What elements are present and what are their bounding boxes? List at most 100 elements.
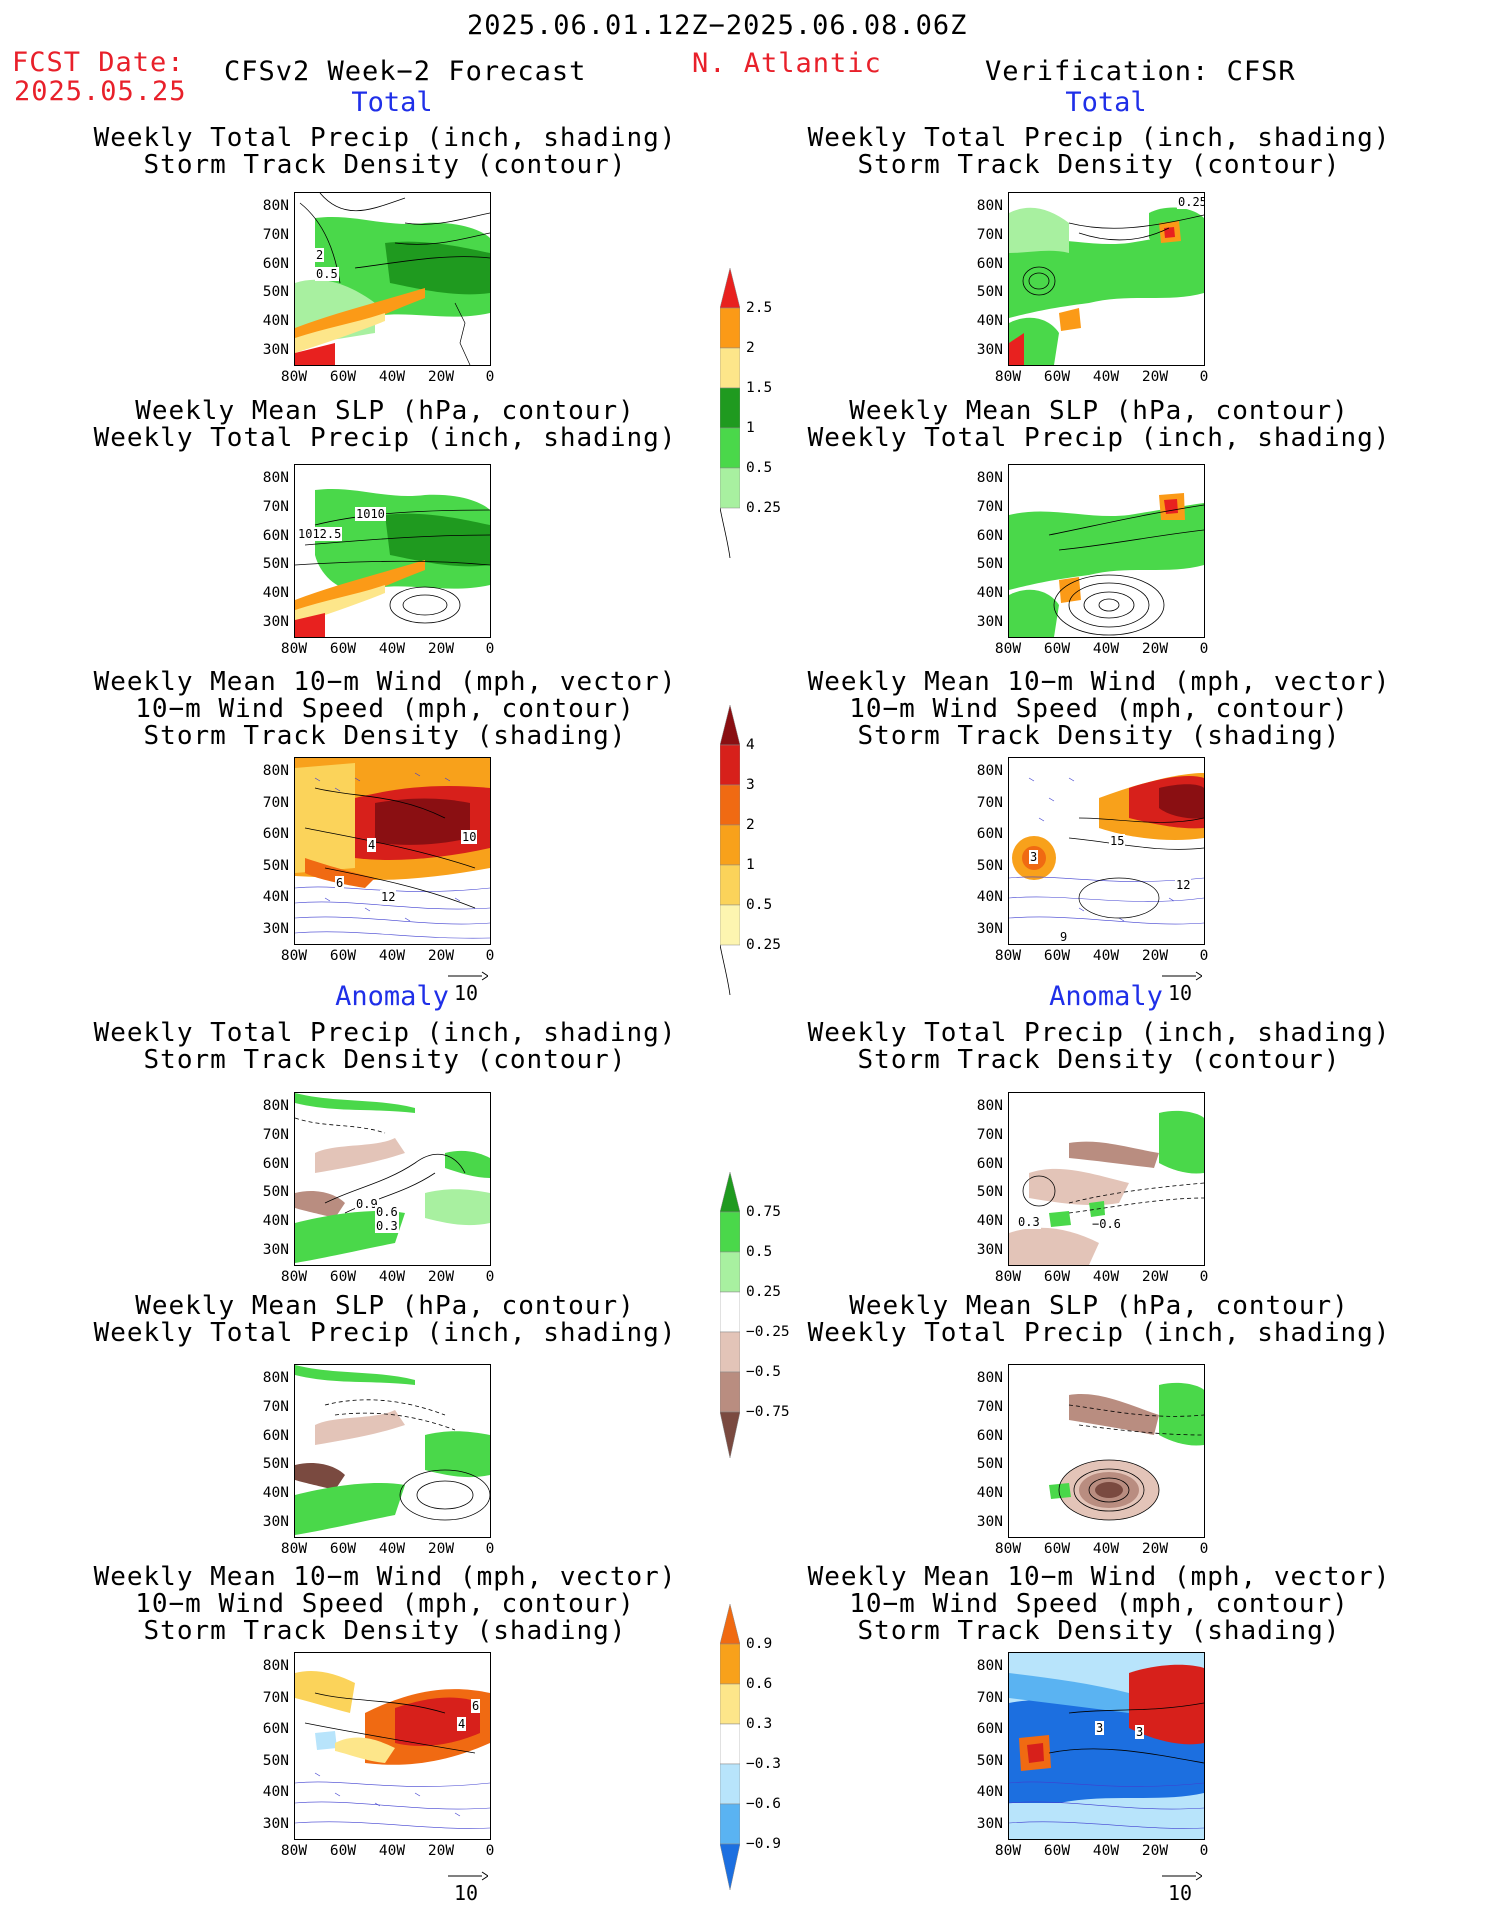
lat-tick-label: 60N — [262, 255, 289, 272]
vector-reference-label: 10 — [1168, 981, 1193, 1005]
lon-tick-label: 40W — [378, 1269, 406, 1285]
colorbar-tick: −0.25 — [746, 1324, 790, 1340]
lon-tick-label: 60W — [329, 948, 357, 964]
lon-tick-label: 0 — [485, 1541, 495, 1557]
lat-tick-label: 60N — [976, 1427, 1003, 1444]
panel-title-fcst-anom-wind-track: Weekly Mean 10−m Wind (mph, vector) 10−m… — [93, 1562, 677, 1646]
lat-tick-label: 80N — [976, 763, 1003, 779]
lon-tick-label: 20W — [427, 1843, 455, 1859]
lat-tick-label: 30N — [262, 1242, 289, 1258]
lon-tick-label: 80W — [280, 1843, 308, 1859]
lat-tick-label: 70N — [262, 1126, 289, 1143]
lon-tick-label: 20W — [427, 948, 455, 964]
lon-tick-label: 80W — [994, 369, 1022, 385]
vector-reference-label: 10 — [454, 1881, 479, 1905]
colorbar-precip-anom: 0.75 0.5 0.25 −0.25 −0.5 −0.75 — [719, 1171, 790, 1462]
lon-tick-label: 80W — [994, 1269, 1022, 1285]
lat-tick-label: 30N — [976, 1514, 1003, 1530]
lon-tick-label: 20W — [1141, 641, 1169, 657]
lat-tick-label: 30N — [262, 614, 289, 630]
lat-tick-label: 60N — [976, 255, 1003, 272]
lon-tick-label: 20W — [427, 369, 455, 385]
lon-tick-label: 40W — [1092, 1541, 1120, 1557]
colorbar-precip-total: 2.5 2 1.5 1 0.5 0.25 — [719, 267, 781, 562]
lon-tick-label: 80W — [994, 1843, 1022, 1859]
lat-tick-label: 60N — [262, 1427, 289, 1444]
lon-tick-label: 0 — [1199, 948, 1209, 964]
lat-tick-label: 40N — [976, 889, 1003, 906]
lon-tick-label: 0 — [1199, 1541, 1209, 1557]
map-contour-label: 2 — [315, 248, 325, 262]
lat-tick-label: 50N — [262, 1752, 289, 1769]
map-verif-anom-slp-precip — [1008, 1364, 1205, 1538]
colorbar-tick: 0.6 — [746, 1676, 773, 1692]
map-verif-anom-precip-track: 0.3 −0.6 — [1008, 1092, 1205, 1266]
lon-tick-label: 80W — [994, 1541, 1022, 1557]
lon-tick-label: 20W — [1141, 369, 1169, 385]
lat-tick-label: 50N — [976, 556, 1003, 573]
map-fcst-anom-wind-track: 4 6 — [294, 1652, 491, 1840]
map-contour-label: 15 — [1109, 834, 1126, 848]
lon-tick-label: 40W — [1092, 1843, 1120, 1859]
lon-tick-label: 0 — [485, 641, 495, 657]
lat-tick-label: 50N — [976, 1456, 1003, 1473]
map-fcst-total-precip-track: 2 0.5 — [294, 192, 491, 366]
colorbar-tick: 0.5 — [746, 460, 773, 476]
colorbar-tick: 0.5 — [746, 1244, 773, 1260]
lat-tick-label: 50N — [262, 284, 289, 301]
lat-tick-label: 50N — [976, 1184, 1003, 1201]
lon-tick-label: 40W — [378, 369, 406, 385]
colorbar-tick: −0.9 — [746, 1836, 781, 1852]
fcst-date-label: FCST Date: — [12, 47, 185, 78]
panel-title-fcst-anom-precip-track: Weekly Total Precip (inch, shading) Stor… — [93, 1018, 677, 1075]
lon-tick-label: 60W — [329, 1269, 357, 1285]
lat-tick-label: 70N — [262, 1689, 289, 1706]
panel-title-fcst-wind-track: Weekly Mean 10−m Wind (mph, vector) 10−m… — [93, 667, 677, 751]
region-label: N. Atlantic — [692, 48, 882, 79]
lat-tick-label: 50N — [262, 857, 289, 874]
lon-tick-label: 40W — [1092, 948, 1120, 964]
lon-tick-label: 40W — [378, 948, 406, 964]
colorbar-tick: 1 — [746, 420, 755, 436]
colorbar-tick: −0.5 — [746, 1364, 781, 1380]
lon-tick-label: 80W — [280, 1269, 308, 1285]
lat-tick-label: 60N — [262, 1721, 289, 1738]
colorbar-tick: 1 — [746, 857, 755, 873]
lon-tick-label: 60W — [1043, 1269, 1071, 1285]
lon-tick-label: 60W — [1043, 1843, 1071, 1859]
colorbar-tick: 2.5 — [746, 300, 773, 316]
lat-tick-label: 80N — [976, 470, 1003, 486]
colorbar-tick: 3 — [746, 777, 755, 793]
lon-tick-label: 40W — [1092, 641, 1120, 657]
lon-tick-label: 40W — [378, 1541, 406, 1557]
lat-tick-label: 60N — [262, 527, 289, 544]
lon-tick-label: 20W — [1141, 1541, 1169, 1557]
lat-tick-label: 30N — [262, 1514, 289, 1530]
lat-tick-label: 40N — [976, 585, 1003, 602]
panel-title-verif-anom-wind-track: Weekly Mean 10−m Wind (mph, vector) 10−m… — [807, 1562, 1391, 1646]
panel-title-fcst-anom-slp-precip: Weekly Mean SLP (hPa, contour) Weekly To… — [93, 1291, 677, 1348]
map-fcst-anom-precip-track: 0.9 0.6 0.3 — [294, 1092, 491, 1266]
lon-tick-label: 60W — [1043, 369, 1071, 385]
map-contour-label: 0.25 — [1177, 195, 1204, 209]
colorbar-tick: 0.9 — [746, 1636, 773, 1652]
lon-tick-label: 60W — [1043, 1541, 1071, 1557]
lat-tick-label: 80N — [976, 1098, 1003, 1114]
lat-tick-label: 80N — [262, 763, 289, 779]
lat-tick-label: 40N — [262, 1784, 289, 1801]
map-contour-label: 0.3 — [375, 1219, 399, 1233]
vector-reference-label: 10 — [1168, 1881, 1193, 1905]
lat-tick-label: 70N — [976, 226, 1003, 243]
lon-tick-label: 0 — [1199, 641, 1209, 657]
lat-tick-label: 50N — [262, 556, 289, 573]
colorbar-tick: 0.25 — [746, 500, 781, 516]
panel-title-verif-wind-track: Weekly Mean 10−m Wind (mph, vector) 10−m… — [807, 667, 1391, 751]
verification-title: Verification: CFSR — [985, 56, 1296, 87]
vector-reference-fcst-anom: 10 — [448, 1866, 489, 1905]
map-contour-label: 12 — [380, 890, 397, 904]
lat-tick-label: 80N — [262, 1370, 289, 1386]
map-contour-label: 1012.5 — [297, 527, 343, 541]
lat-tick-label: 70N — [976, 498, 1003, 515]
lat-tick-label: 50N — [262, 1184, 289, 1201]
lat-tick-label: 30N — [262, 1816, 289, 1832]
